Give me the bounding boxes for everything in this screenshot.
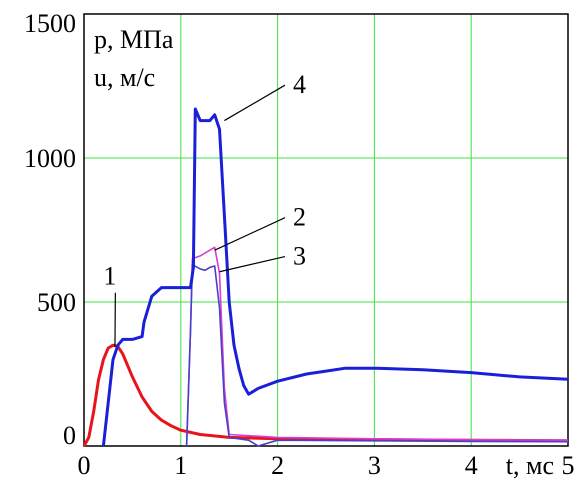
leader-layer: 1 2 3 4 [103,70,306,347]
series-line-2 [185,246,569,447]
y-tick-label-1000: 1000 [24,144,76,173]
curve-leader-4 [224,84,286,122]
curve-leader-2 [214,217,286,251]
plot-frame [83,13,569,447]
series-line-1 [82,343,569,447]
series-line-3 [185,263,569,447]
x-tick-label-5: 5 [562,451,575,480]
series-layer [82,107,569,447]
grid [84,14,568,446]
x-tick-label-1: 1 [174,451,187,480]
y-tick-label-500: 500 [37,288,76,317]
curve-label-2: 2 [293,203,306,232]
y-axis-label-velocity: u, м/с [94,63,155,92]
x-tick-label-4: 4 [465,451,478,480]
x-axis-label-background [481,450,554,480]
curve-label-4: 4 [293,70,306,99]
y-axis-label-pressure: p, МПа [94,25,174,54]
series-line-4 [101,107,569,447]
x-tick-label-2: 2 [271,451,284,480]
x-tick-label-3: 3 [368,451,381,480]
y-tick-label-0: 0 [63,421,76,450]
tick-layer: 0 500 1000 1500 0 1 2 3 4 5 [24,9,575,480]
curve-label-1: 1 [103,262,116,291]
x-tick-label-0: 0 [78,451,91,480]
curve-label-3: 3 [293,242,306,271]
curve-leader-3 [219,255,286,273]
x-axis-label: t, мс [506,451,554,480]
y-tick-label-1500: 1500 [24,9,76,38]
